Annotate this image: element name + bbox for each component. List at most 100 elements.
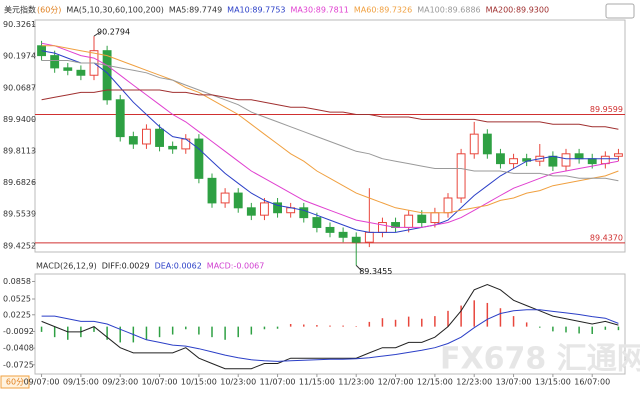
header-label: 美元指数 bbox=[4, 5, 36, 15]
x-tick-label: 09/07:00 bbox=[24, 378, 60, 387]
macd-y-tick-label: 0.0225 bbox=[3, 310, 31, 319]
period-badge-box[interactable] bbox=[0, 375, 30, 389]
macd-y-tick-label: -0.0725 bbox=[3, 360, 34, 369]
candle-body bbox=[76, 69, 86, 76]
candle-body bbox=[142, 128, 151, 145]
header-label: MA(5,10,30,60,100,200) bbox=[66, 6, 164, 15]
header-label: MA5:89.7749 bbox=[169, 6, 222, 15]
macd-frame bbox=[34, 273, 626, 375]
macd-y-tick-label: -0.0092 bbox=[3, 327, 34, 336]
level-label: 89.4370 bbox=[590, 233, 623, 242]
y-tick-label: 89.9400 bbox=[3, 115, 36, 124]
macd-y-tick-label: 0.0858 bbox=[3, 277, 31, 286]
x-tick-label: 12/23:00 bbox=[456, 378, 492, 387]
candle-body bbox=[482, 133, 492, 155]
candle-body bbox=[299, 207, 309, 219]
macd-header: DEA:0.0062 bbox=[155, 262, 202, 271]
y-tick-label: 90.1974 bbox=[3, 52, 36, 61]
y-tick-label: 89.5539 bbox=[3, 210, 36, 219]
candle-body bbox=[273, 202, 282, 214]
ma-line bbox=[41, 45, 619, 214]
candle-body bbox=[102, 50, 112, 101]
x-tick-label: 13/15:00 bbox=[535, 378, 571, 387]
candle-body bbox=[233, 192, 243, 209]
candle-body bbox=[50, 55, 60, 69]
macd-y-tick-label: -0.0408 bbox=[3, 344, 34, 353]
y-tick-label: 89.4252 bbox=[3, 241, 36, 250]
macd-header: MACD(26,12,9) bbox=[36, 262, 97, 271]
candle-body bbox=[63, 67, 73, 71]
candle-body bbox=[614, 153, 623, 157]
candle-body bbox=[364, 231, 374, 243]
annotation: 90.2794 bbox=[97, 28, 130, 37]
candle-body bbox=[456, 153, 466, 199]
header-label: MA100:89.6886 bbox=[417, 6, 480, 15]
x-tick-label: 12/15:00 bbox=[417, 378, 453, 387]
period-badge[interactable]: 60分 bbox=[6, 378, 24, 387]
candle-body bbox=[600, 155, 610, 165]
x-tick-label: 11/07:00 bbox=[260, 378, 296, 387]
settings-icon[interactable] bbox=[605, 3, 635, 19]
x-tick-label: 12/07:00 bbox=[378, 378, 414, 387]
watermark: FX678 汇通网 bbox=[440, 342, 640, 377]
candle-body bbox=[509, 158, 518, 165]
candle-body bbox=[496, 153, 505, 165]
y-tick-label: 90.3261 bbox=[3, 20, 36, 29]
macd-header: DIFF:0.0029 bbox=[102, 262, 150, 271]
candle-body bbox=[128, 136, 138, 145]
x-tick-label: 10/15:00 bbox=[181, 378, 217, 387]
candle-body bbox=[430, 212, 440, 224]
x-tick-label: 11/23:00 bbox=[338, 378, 374, 387]
x-tick-label: 09/23:00 bbox=[102, 378, 138, 387]
candle-body bbox=[561, 153, 571, 167]
candle-body bbox=[574, 153, 584, 160]
candle-body bbox=[404, 214, 414, 228]
y-tick-label: 89.6826 bbox=[3, 178, 36, 187]
candle-body bbox=[417, 214, 427, 224]
annotation-pointer bbox=[93, 31, 101, 37]
y-tick-label: 90.0687 bbox=[3, 83, 36, 92]
candle-body bbox=[312, 217, 322, 228]
candle-body bbox=[37, 45, 46, 57]
candle-body bbox=[351, 236, 361, 243]
x-tick-label: 13/07:00 bbox=[496, 378, 532, 387]
candle-body bbox=[443, 197, 453, 214]
candle-body bbox=[260, 202, 269, 216]
x-tick-label: 11/15:00 bbox=[299, 378, 335, 387]
macd-line bbox=[41, 309, 619, 362]
header-label: MA60:89.7326 bbox=[354, 6, 412, 15]
candle-body bbox=[548, 155, 558, 167]
macd-header: MACD:-0.0067 bbox=[207, 262, 265, 271]
candle-body bbox=[220, 192, 230, 204]
header-label: MA30:89.7811 bbox=[291, 6, 349, 15]
ma-line bbox=[41, 42, 619, 228]
level-label: 89.9599 bbox=[590, 105, 623, 114]
y-tick-label: 89.8113 bbox=[3, 147, 36, 156]
candle-body bbox=[469, 133, 479, 155]
x-tick-label: 10/23:00 bbox=[220, 378, 256, 387]
ma-line bbox=[41, 89, 619, 130]
ma-line bbox=[41, 60, 619, 182]
ma-line bbox=[41, 50, 619, 233]
annotation-pointer bbox=[355, 265, 363, 272]
x-tick-label: 16/07:00 bbox=[574, 378, 610, 387]
x-tick-label: 09/15:00 bbox=[63, 378, 99, 387]
candle-body bbox=[207, 177, 217, 204]
header-label: MA200:89.9300 bbox=[486, 6, 549, 15]
candle-body bbox=[155, 128, 164, 147]
candle-body bbox=[325, 226, 335, 233]
x-tick-label: 10/07:00 bbox=[142, 378, 178, 387]
macd-line bbox=[41, 283, 619, 370]
candle-body bbox=[338, 231, 348, 238]
candle-body bbox=[168, 145, 178, 150]
annotation: 89.3455 bbox=[359, 267, 392, 276]
candle-body bbox=[115, 99, 125, 138]
main-frame bbox=[34, 19, 626, 253]
header-label: (60分) bbox=[37, 6, 61, 15]
candle-body bbox=[246, 207, 256, 216]
candle-body bbox=[587, 158, 597, 165]
macd-y-tick-label: 0.0525 bbox=[3, 295, 31, 304]
header-label: MA10:89.7753 bbox=[227, 6, 285, 15]
candle-body bbox=[194, 138, 204, 179]
